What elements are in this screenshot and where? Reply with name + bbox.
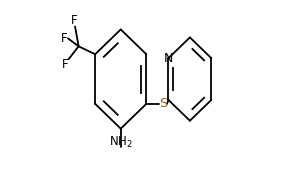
Text: F: F: [61, 32, 68, 45]
Text: F: F: [71, 14, 77, 27]
Text: S: S: [159, 97, 167, 110]
Text: N: N: [164, 52, 173, 65]
Text: NH$_2$: NH$_2$: [109, 135, 133, 150]
Text: F: F: [62, 58, 69, 71]
